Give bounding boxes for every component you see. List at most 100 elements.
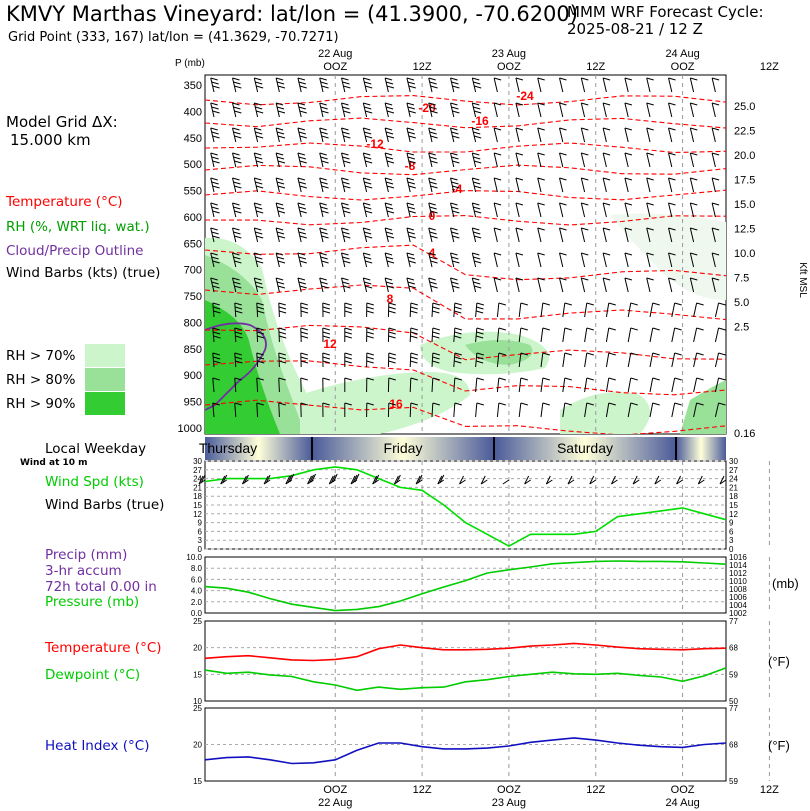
wind-barb-flag	[344, 310, 352, 314]
wind-rtick: 12	[729, 510, 738, 519]
wind-barb-flag	[429, 206, 437, 210]
wind-barb-flag	[559, 277, 567, 281]
wind-barb-flag	[385, 206, 394, 210]
wind-barb	[627, 377, 632, 393]
wind-barb-flag	[586, 352, 594, 356]
wind-barb-flag	[275, 252, 284, 256]
precip-label: Precip (mm)	[45, 547, 128, 563]
wind-barb-flag	[581, 252, 589, 256]
wind-barb	[584, 352, 588, 368]
wind-barb-flag	[408, 235, 416, 239]
wind-barb-flag	[668, 102, 676, 106]
wind-barb-flag	[255, 206, 263, 210]
surface-wind-barb	[676, 479, 683, 485]
wind-barb-flag	[255, 81, 263, 85]
wind-barb-flag	[408, 85, 416, 89]
wind-barb	[689, 102, 695, 118]
wind-barb	[297, 77, 302, 93]
temp-contour	[205, 95, 726, 106]
wind-barb-flag	[451, 206, 459, 210]
wind-barb-flag	[410, 352, 418, 356]
wind-barb-flag	[256, 210, 264, 214]
wind-barb-flag	[454, 335, 462, 339]
wind-barb	[232, 202, 237, 218]
wind-barb	[253, 227, 259, 243]
wind-barb	[559, 127, 564, 143]
cloud-outline	[205, 322, 267, 411]
wind-barb-flag	[515, 227, 524, 231]
wind-barb	[234, 302, 237, 318]
wind-barb-flag	[255, 106, 263, 110]
grid-point-subtitle: Grid Point (333, 167) lat/lon = (41.3629…	[8, 30, 339, 45]
wind-barb-flag	[493, 277, 502, 281]
wind-barb-flag	[407, 81, 415, 85]
wind-barb-flag	[257, 360, 265, 364]
wind-barb-flag	[474, 185, 482, 189]
press-rtick: 1004	[729, 601, 747, 610]
wind-barb-flag	[363, 152, 371, 156]
wind-barb-flag	[454, 331, 462, 335]
model-grid-dx: Model Grid ΔX: 15.000 km	[6, 113, 118, 149]
wind-barb-flag	[319, 127, 327, 131]
wind-barb	[689, 277, 695, 293]
wind-barb-flag	[278, 302, 286, 306]
wind-barb-flag	[668, 227, 676, 231]
wind-barb-flag	[297, 177, 306, 181]
wind-barb-flag	[275, 77, 284, 81]
wind-barb	[689, 177, 695, 193]
wind-barb-flag	[581, 152, 589, 156]
wind-barb-flag	[321, 185, 329, 189]
wind-barb-flag	[432, 327, 440, 331]
temp-frame	[204, 620, 727, 702]
wind-barb-flag	[366, 335, 374, 339]
weekday-label-1: Friday	[384, 440, 423, 456]
wind-barb	[384, 202, 389, 218]
wind-barb-flag	[386, 235, 395, 239]
wind-barb	[275, 102, 280, 118]
wind-barb-flag	[452, 235, 460, 239]
surface-wind-barb-flag	[352, 474, 358, 484]
press-rtick: 1008	[729, 585, 747, 594]
wind-barb	[428, 127, 433, 143]
weekday-segment	[494, 437, 676, 460]
wind-barb	[471, 202, 477, 218]
wind-barb-flag	[365, 260, 373, 264]
wind-barb-flag	[385, 156, 394, 160]
wind-barb-flag	[646, 202, 654, 206]
wind-barb-flag	[668, 77, 676, 81]
wind-barb	[278, 302, 280, 318]
wind-barb	[362, 277, 368, 293]
wind-barb-flag	[472, 77, 480, 81]
wind-barb	[562, 327, 566, 343]
wind-barb	[493, 202, 498, 218]
wind-barb-flag	[233, 131, 241, 135]
wind-barb	[537, 77, 542, 93]
wind-barb-flag	[256, 356, 265, 360]
wind-barb-flag	[322, 306, 330, 310]
wind-barb-flag	[472, 202, 480, 206]
wind-barb-flag	[385, 231, 394, 235]
wind-barb-flag	[256, 285, 264, 289]
wind-barb-flag	[255, 156, 263, 160]
wind-barb	[275, 152, 280, 168]
wind-barb-flag	[690, 127, 698, 131]
wind-barb-flag	[322, 335, 331, 339]
temp-contour	[205, 142, 726, 154]
surface-wind-barb-flag	[697, 475, 703, 485]
wind-barb-flag	[211, 256, 219, 260]
wind-barb	[256, 352, 259, 368]
wind-barb	[602, 202, 607, 218]
wind-barb-flag	[537, 152, 545, 156]
wind-barb	[496, 352, 500, 368]
wind-barb	[428, 177, 433, 193]
wind-barb	[232, 227, 237, 243]
wind-barb-flag	[256, 402, 264, 406]
surface-wind-barb	[654, 479, 662, 485]
wind-barb	[689, 252, 695, 268]
surface-wind-barb-flag	[393, 475, 399, 485]
wind-barb-flag	[432, 302, 440, 306]
surface-wind-barb	[524, 479, 531, 485]
wind-barb	[431, 402, 434, 418]
wind-barb-flag	[276, 106, 285, 110]
wind-barb-flag	[298, 281, 306, 285]
